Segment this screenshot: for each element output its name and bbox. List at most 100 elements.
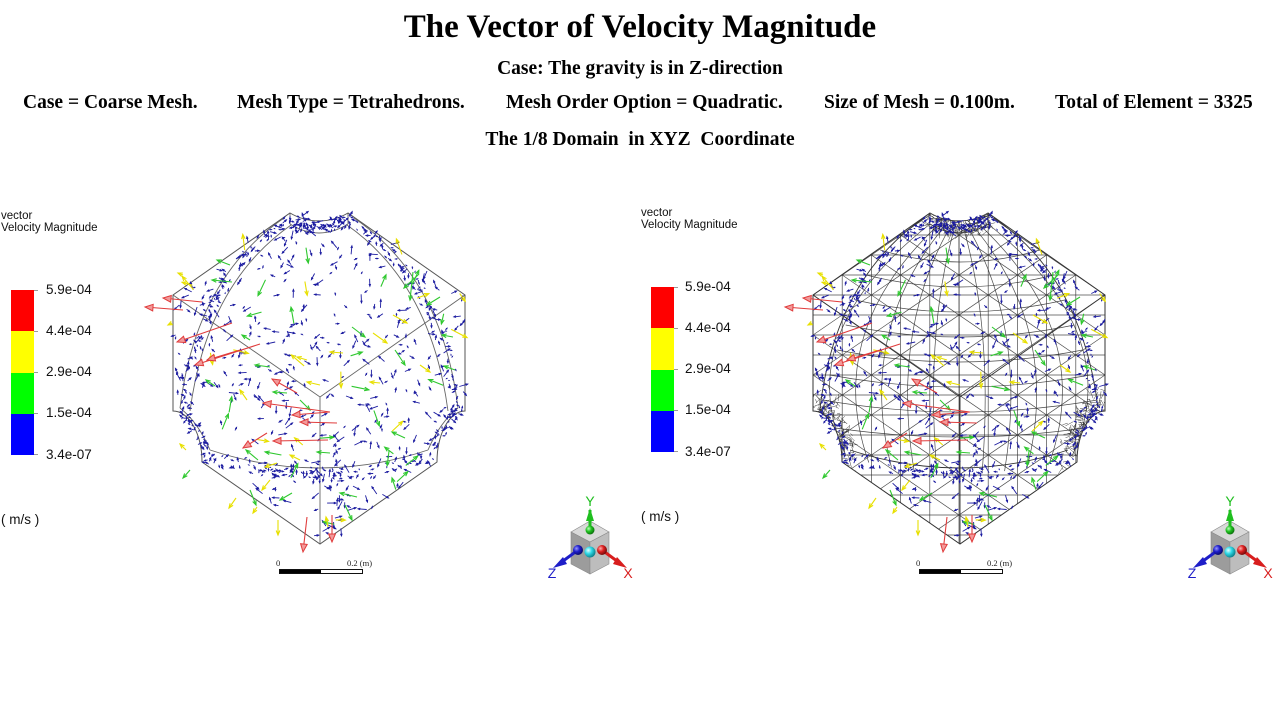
velocity-vector xyxy=(407,417,411,423)
mesh-edge xyxy=(984,220,989,226)
velocity-vector xyxy=(847,304,854,308)
mesh-edge xyxy=(843,444,845,450)
velocity-vector xyxy=(304,230,309,236)
velocity-vector xyxy=(208,295,212,299)
velocity-vector xyxy=(271,330,280,333)
velocity-vector xyxy=(354,334,359,343)
velocity-vector xyxy=(343,359,351,367)
velocity-vector xyxy=(897,279,906,297)
velocity-vector xyxy=(1030,372,1034,380)
velocity-vector xyxy=(1092,378,1094,381)
velocity-vector xyxy=(290,254,295,261)
velocity-vector xyxy=(230,459,235,462)
velocity-vector xyxy=(960,243,965,248)
velocity-vector xyxy=(901,400,971,413)
legend-tick-label: 3.4e-07 xyxy=(46,447,92,462)
mesh-edge xyxy=(966,231,970,237)
velocity-vector xyxy=(336,343,341,346)
velocity-vector xyxy=(174,336,177,340)
legend-band-yellow xyxy=(651,328,674,370)
mesh-edge xyxy=(831,444,833,451)
velocity-vector xyxy=(823,287,832,293)
velocity-vector xyxy=(218,281,223,284)
velocity-vector xyxy=(221,454,224,458)
velocity-vector xyxy=(820,394,826,397)
velocity-vector xyxy=(209,299,215,303)
mesh-edge xyxy=(809,397,811,404)
velocity-vector xyxy=(213,381,219,389)
velocity-vector xyxy=(976,343,981,346)
scale-bar-fill xyxy=(280,570,321,573)
mesh-edge xyxy=(829,223,931,457)
velocity-vector xyxy=(892,506,898,515)
mesh-edge xyxy=(975,213,983,214)
velocity-vector xyxy=(988,224,991,230)
velocity-vector xyxy=(307,228,312,232)
velocity-vector xyxy=(1021,427,1023,432)
velocity-vector xyxy=(909,228,913,231)
velocity-vector xyxy=(945,317,948,322)
mesh-edge xyxy=(936,208,942,213)
velocity-vector xyxy=(320,336,325,339)
velocity-vector xyxy=(1018,237,1023,240)
mesh-edge xyxy=(1100,422,1104,425)
velocity-vector xyxy=(897,438,910,443)
velocity-vector xyxy=(884,457,888,459)
velocity-vector xyxy=(878,383,884,386)
velocity-vector xyxy=(392,314,409,324)
velocity-vector xyxy=(371,485,378,495)
velocity-vector xyxy=(968,468,972,478)
legend-tick-mark xyxy=(674,328,678,329)
velocity-vector xyxy=(820,281,833,286)
velocity-vector xyxy=(1063,287,1066,289)
velocity-vector xyxy=(269,231,278,234)
velocity-vector xyxy=(801,294,843,304)
velocity-vector xyxy=(1067,312,1071,321)
velocity-vector xyxy=(187,377,192,382)
velocity-vector xyxy=(315,357,319,367)
velocity-vector xyxy=(1083,426,1089,430)
velocity-vector xyxy=(227,287,230,293)
velocity-vector xyxy=(285,367,290,374)
velocity-vector xyxy=(973,313,976,317)
velocity-vector xyxy=(245,251,248,254)
velocity-vector xyxy=(888,458,891,464)
velocity-vector xyxy=(283,353,289,356)
velocity-vector xyxy=(366,313,371,316)
legend-tick-label: 2.9e-04 xyxy=(46,364,92,379)
mesh-edge xyxy=(813,412,817,414)
velocity-vector xyxy=(928,216,931,221)
velocity-vector xyxy=(186,406,193,410)
velocity-vector xyxy=(948,476,951,479)
mesh-edge xyxy=(813,393,815,398)
mesh-edge xyxy=(928,213,932,214)
velocity-vector xyxy=(252,506,258,515)
velocity-vector xyxy=(394,349,406,367)
velocity-vector xyxy=(1044,264,1048,267)
velocity-vector xyxy=(964,515,970,528)
mesh-edge xyxy=(1096,405,1101,409)
velocity-vector xyxy=(843,453,846,458)
velocity-vector xyxy=(1012,332,1029,344)
velocity-vector xyxy=(341,216,346,219)
velocity-vector xyxy=(977,447,982,450)
velocity-vector xyxy=(1070,322,1073,329)
velocity-vector xyxy=(248,471,254,475)
velocity-vector xyxy=(350,216,354,219)
velocity-vector xyxy=(1067,332,1076,336)
velocity-vector xyxy=(959,434,967,437)
velocity-vector xyxy=(1071,308,1078,311)
velocity-vector xyxy=(820,294,829,299)
velocity-vector xyxy=(823,395,826,400)
velocity-vector xyxy=(1054,270,1056,273)
mesh-edge xyxy=(825,402,835,406)
velocity-vector xyxy=(315,462,320,466)
velocity-vector xyxy=(882,305,886,310)
velocity-vector xyxy=(979,214,984,219)
mesh-edge xyxy=(964,213,967,221)
velocity-vector xyxy=(996,228,998,231)
mesh-edge xyxy=(813,213,1105,385)
velocity-vector xyxy=(976,471,982,474)
info-mesh-order: Mesh Order Option = Quadratic. xyxy=(506,92,783,113)
mesh-edge xyxy=(833,468,842,474)
